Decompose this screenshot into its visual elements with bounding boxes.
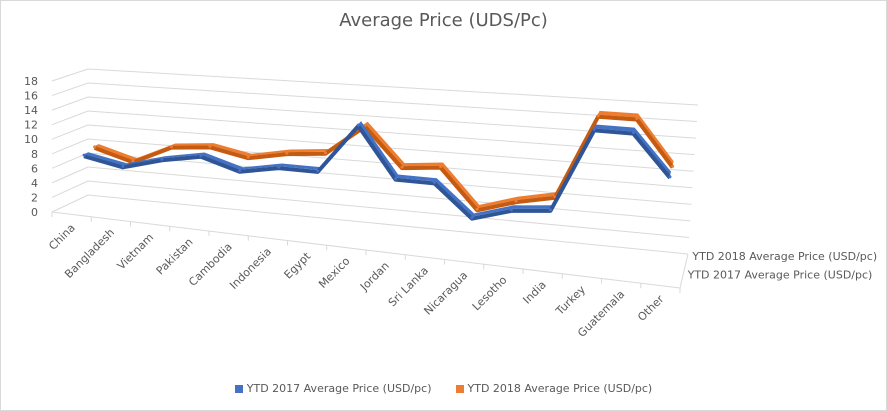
x-tick-label: Sri Lanka	[386, 264, 431, 309]
gridline	[51, 68, 699, 106]
data-point-0-12	[548, 208, 552, 212]
chart-title: Average Price (UDS/Pc)	[339, 10, 548, 31]
gridlines	[51, 68, 699, 255]
data-point-1-13	[596, 114, 600, 118]
x-tick-label: Turkey	[553, 283, 589, 319]
y-tick-label: 6	[31, 162, 38, 175]
data-point-0-7	[356, 123, 360, 127]
data-point-0-8	[394, 177, 398, 181]
gridline	[51, 166, 691, 222]
data-point-0-14	[631, 131, 635, 135]
data-point-0-13	[592, 127, 596, 131]
data-point-1-1	[131, 159, 135, 163]
data-point-1-10	[475, 207, 479, 211]
x-tick-label: Pakistan	[154, 236, 196, 278]
data-point-0-9	[432, 180, 436, 184]
y-tick-label: 4	[31, 177, 38, 190]
data-point-1-9	[439, 165, 443, 169]
data-point-0-3	[199, 154, 203, 158]
data-point-0-15	[668, 175, 672, 179]
y-tick-label: 0	[31, 206, 38, 219]
gridline	[51, 138, 693, 189]
gridline	[51, 124, 694, 172]
data-point-1-3	[208, 144, 212, 148]
series-line-1	[93, 114, 675, 213]
x-tick-label: Nicaragua	[421, 269, 470, 318]
depth-axis-line	[679, 253, 689, 289]
x-tick-label: Other	[635, 292, 667, 324]
legend-label-2018: YTD 2018 Average Price (USD/pc)	[467, 382, 653, 395]
x-tick-label: Lesotho	[470, 273, 510, 313]
data-point-0-1	[121, 164, 125, 168]
data-point-0-0	[82, 153, 86, 157]
x-tick-label: Mexico	[316, 254, 353, 291]
data-point-1-14	[635, 117, 639, 121]
data-point-1-0	[93, 145, 97, 149]
data-point-0-11	[509, 208, 513, 212]
gridline	[51, 194, 689, 255]
x-axis: ChinaBangladeshVietnamPakistanCambodiaIn…	[46, 211, 681, 340]
y-tick-label: 12	[24, 119, 38, 132]
y-tick-label: 14	[24, 104, 38, 117]
legend-label-2017: YTD 2017 Average Price (USD/pc)	[246, 382, 432, 395]
data-point-1-8	[400, 165, 404, 169]
x-tick-label: Vietnam	[115, 231, 157, 273]
y-tick-label: 18	[24, 75, 38, 88]
data-point-1-5	[285, 151, 289, 155]
y-tick-label: 16	[24, 90, 38, 103]
depth-axis: YTD 2018 Average Price (USD/pc) YTD 2017 …	[679, 250, 877, 289]
x-tick-label: Indonesia	[227, 245, 274, 292]
data-point-1-11	[514, 199, 518, 203]
y-tick-label: 10	[24, 133, 38, 146]
gridline	[51, 180, 690, 238]
x-tick-label: Jordan	[357, 259, 392, 294]
series-group	[82, 110, 675, 221]
data-point-0-6	[316, 169, 320, 173]
legend: YTD 2017 Average Price (USD/pc) YTD 2018…	[0, 382, 887, 395]
legend-item-2018[interactable]: YTD 2018 Average Price (USD/pc)	[455, 382, 653, 395]
data-point-1-15	[671, 164, 675, 168]
data-point-1-4	[246, 155, 250, 159]
x-tick-label: India	[520, 278, 548, 306]
gridline	[51, 82, 697, 123]
legend-item-2017[interactable]: YTD 2017 Average Price (USD/pc)	[234, 382, 432, 395]
data-point-0-10	[470, 216, 474, 220]
depth-label-0: YTD 2018 Average Price (USD/pc)	[691, 250, 877, 263]
gridline	[51, 110, 695, 156]
x-tick-label: China	[46, 221, 77, 252]
legend-swatch-2018	[455, 384, 464, 393]
data-point-0-5	[277, 165, 281, 169]
x-tick-label: Egypt	[282, 249, 314, 281]
data-point-1-2	[169, 145, 173, 149]
gridline	[51, 96, 696, 139]
legend-swatch-2017	[234, 384, 243, 393]
depth-label-1: YTD 2017 Average Price (USD/pc)	[687, 269, 873, 282]
series-line-0	[83, 123, 672, 221]
y-tick-label: 2	[31, 191, 38, 204]
y-tick-label: 8	[31, 148, 38, 161]
data-point-0-4	[238, 169, 242, 173]
data-point-1-6	[323, 151, 327, 155]
data-point-0-2	[160, 157, 164, 161]
